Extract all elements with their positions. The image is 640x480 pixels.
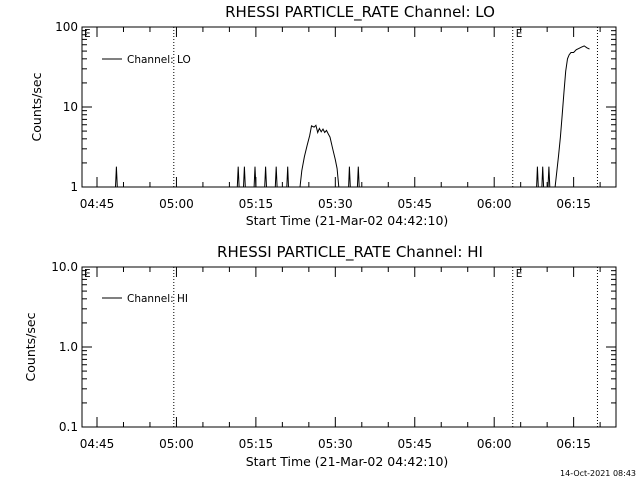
x-tick-label-lo: 05:00 bbox=[159, 197, 194, 211]
y-tick-label-lo: 1 bbox=[70, 180, 78, 194]
x-axis-label-hi: Start Time (21-Mar-02 04:42:10) bbox=[246, 454, 449, 469]
x-tick-label-lo: 05:45 bbox=[397, 197, 432, 211]
x-tick-label-hi: 05:45 bbox=[397, 437, 432, 451]
x-tick-label-hi: 04:45 bbox=[80, 437, 115, 451]
chart-hi: RHESSI PARTICLE_RATE Channel: HI E 0.1 1.… bbox=[23, 243, 617, 469]
chart-lo: RHESSI PARTICLE_RATE Channel: LO E 1 10 10… bbox=[29, 3, 617, 228]
footer-timestamp: 14-Oct-2021 08:43 bbox=[560, 469, 636, 478]
x-tick-label-hi: 05:00 bbox=[159, 437, 194, 451]
y-tick-label-hi: 10.0 bbox=[51, 260, 78, 274]
x-axis-label-lo: Start Time (21-Mar-02 04:42:10) bbox=[246, 213, 449, 228]
y-tick-label-hi: 0.1 bbox=[59, 420, 78, 434]
y-axis-label-hi: Counts/sec bbox=[23, 312, 38, 381]
legend-label-hi: Channel: HI bbox=[127, 293, 188, 305]
event-marker-label-lo: E bbox=[516, 28, 523, 40]
legend-label-lo: Channel: LO bbox=[127, 54, 191, 66]
x-ticks-lo: 04:45 05:00 05:15 05:30 05:45 06:00 06:15 bbox=[80, 27, 601, 211]
plot-frame-lo bbox=[81, 26, 617, 188]
x-tick-label-lo: 06:15 bbox=[556, 197, 591, 211]
start-marker-label-lo: E bbox=[84, 28, 91, 40]
series-line-lo bbox=[82, 45, 590, 188]
chart-title-lo: RHESSI PARTICLE_RATE Channel: LO bbox=[225, 3, 495, 22]
x-tick-label-lo: 05:15 bbox=[239, 197, 274, 211]
x-ticks-hi: 04:45 05:00 05:15 05:30 05:45 06:00 06:15 bbox=[80, 267, 601, 451]
plot-frame-hi bbox=[81, 266, 617, 428]
y-tick-label-lo: 10 bbox=[63, 100, 78, 114]
y-ticks-lo: 1 10 100 bbox=[55, 20, 616, 194]
x-tick-label-hi: 05:15 bbox=[239, 437, 274, 451]
y-axis-label-lo: Counts/sec bbox=[29, 72, 44, 141]
x-tick-label-lo: 04:45 bbox=[80, 197, 115, 211]
x-tick-label-hi: 05:30 bbox=[318, 437, 353, 451]
x-tick-label-hi: 06:15 bbox=[556, 437, 591, 451]
x-tick-label-hi: 06:00 bbox=[477, 437, 512, 451]
y-ticks-hi: 0.1 1.0 10.0 bbox=[51, 260, 616, 434]
event-markers-hi: E bbox=[173, 267, 598, 427]
event-markers-lo: E bbox=[173, 27, 598, 187]
y-tick-label-hi: 1.0 bbox=[59, 340, 78, 354]
event-marker-label-hi: E bbox=[516, 268, 523, 280]
x-tick-label-lo: 05:30 bbox=[318, 197, 353, 211]
start-marker-label-hi: E bbox=[84, 268, 91, 280]
chart-title-hi: RHESSI PARTICLE_RATE Channel: HI bbox=[217, 243, 483, 262]
y-tick-label-lo: 100 bbox=[55, 20, 78, 34]
x-tick-label-lo: 06:00 bbox=[477, 197, 512, 211]
